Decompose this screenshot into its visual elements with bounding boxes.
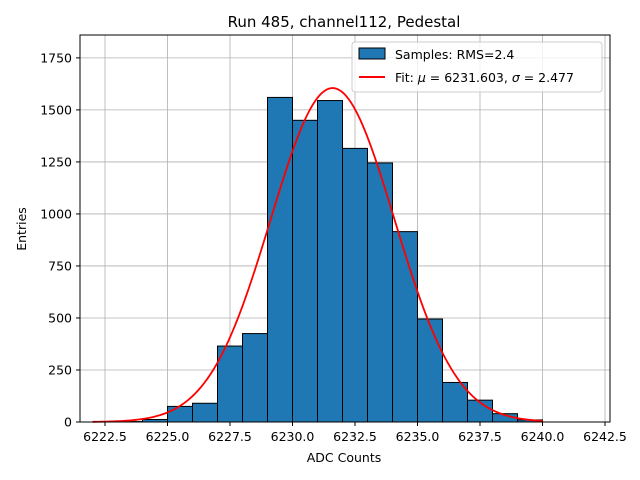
histogram-bar [192,402,218,423]
x-tick-label: 6232.5 [333,429,377,444]
legend-samples-swatch [358,47,386,60]
histogram-bar [342,147,368,423]
histogram-bars [117,96,543,423]
legend-fit-sigma-symbol: σ [512,70,521,85]
x-tick-label: 6242.5 [583,429,627,444]
x-axis-ticks: 6222.5 6225.0 6227.5 6230.0 6232.5 6235.0 6237… [83,422,627,444]
y-axis-label: Entries [14,207,29,251]
x-tick-label: 6237.5 [458,429,502,444]
gaussian-fit-curve [92,87,543,423]
histogram-bar [267,96,293,423]
histogram-bar [292,119,318,423]
x-tick-label: 6227.5 [208,429,252,444]
x-tick-label: 6222.5 [83,429,127,444]
histogram-bar [392,231,418,423]
x-tick-label: 6235.0 [396,429,440,444]
legend-fit-label: Fit: μ = 6231.603, σ = 2.477 [395,70,574,85]
legend-box [351,41,603,93]
plot-area-frame [79,34,611,423]
histogram-bar [317,100,343,423]
y-axis-ticks: 0 250 500 750 1000 1250 1500 1750 [40,50,80,430]
x-axis-label: ADC Counts [307,450,382,465]
histogram-bar [242,333,268,423]
histogram-bar [367,162,393,423]
y-tick-label: 250 [48,362,72,377]
y-tick-label: 750 [48,258,72,273]
y-tick-label: 1750 [40,50,72,65]
y-tick-label: 0 [64,415,72,430]
legend-fit-mu-text: = 6231.603, [426,70,512,85]
legend-fit-sigma-text: = 2.477 [520,70,574,85]
x-tick-label: 6225.0 [146,429,190,444]
x-tick-label: 6240.0 [521,429,565,444]
legend-fit-prefix: Fit: [395,70,418,85]
legend-samples-label: Samples: RMS=2.4 [395,47,514,62]
y-tick-label: 500 [48,310,72,325]
histogram-bar [167,405,193,423]
fit-curve-layer [92,87,543,423]
legend-fit-mu-symbol: μ [417,70,426,85]
histogram-bar [417,318,443,423]
histogram-bar [442,381,468,423]
chart-title: Run 485, channel112, Pedestal [228,13,461,31]
y-tick-label: 1500 [40,102,72,117]
y-tick-label: 1250 [40,154,72,169]
legend: Samples: RMS=2.4 Fit: μ = 6231.603, σ = … [351,41,603,93]
y-tick-label: 1000 [40,206,72,221]
x-tick-label: 6230.0 [271,429,315,444]
